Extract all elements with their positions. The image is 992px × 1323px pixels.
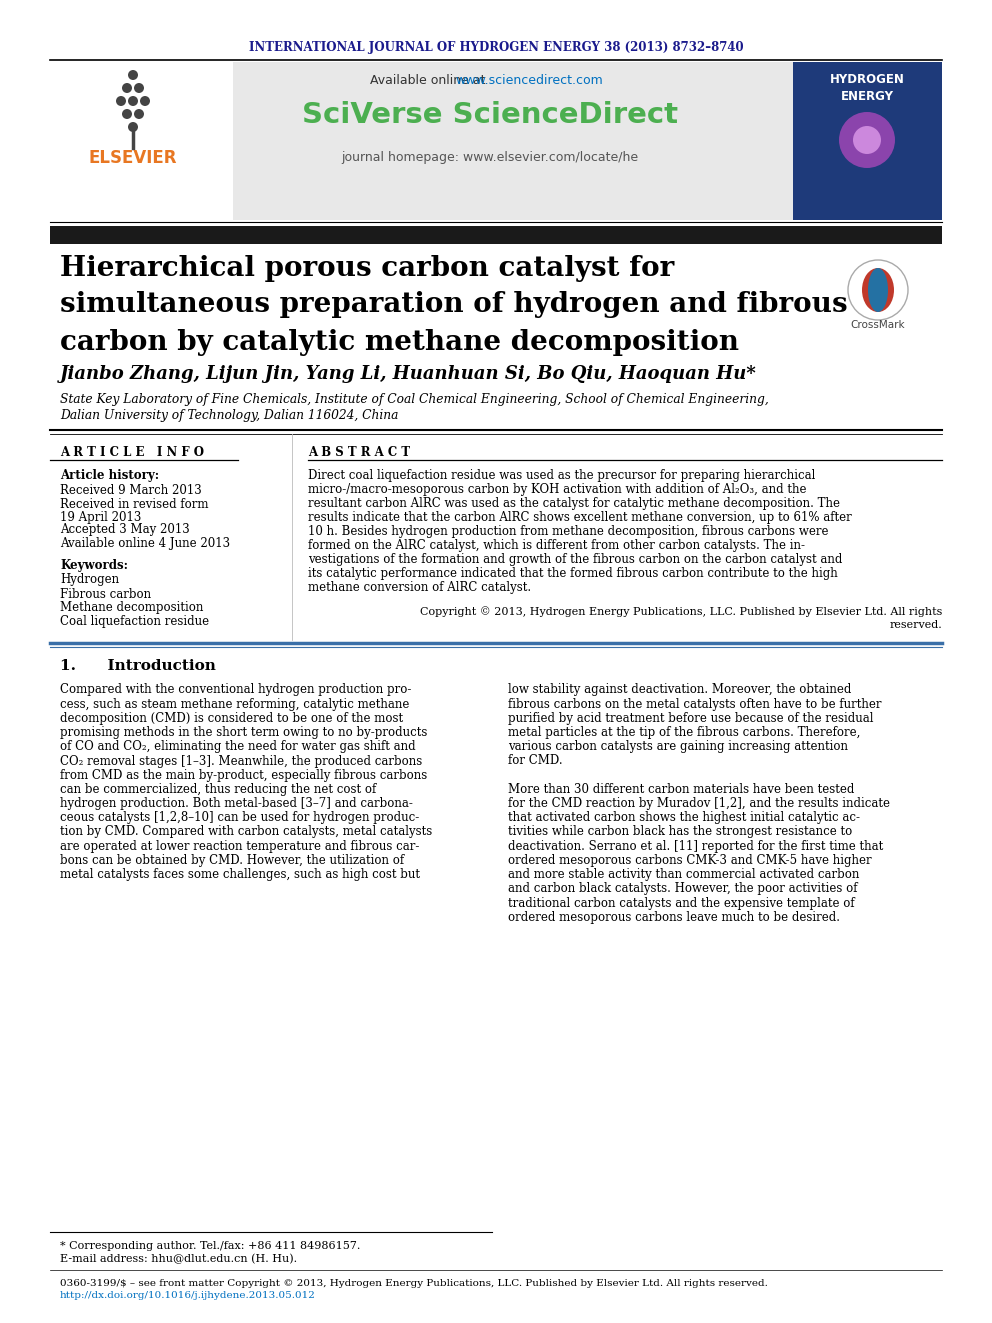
Text: Available online at: Available online at (370, 74, 489, 86)
Text: Received 9 March 2013: Received 9 March 2013 (60, 483, 201, 496)
Text: 0360-3199/$ – see front matter Copyright © 2013, Hydrogen Energy Publications, L: 0360-3199/$ – see front matter Copyright… (60, 1278, 768, 1287)
FancyBboxPatch shape (793, 62, 942, 220)
Text: ceous catalysts [1,2,8–10] can be used for hydrogen produc-: ceous catalysts [1,2,8–10] can be used f… (60, 811, 420, 824)
Text: HYDROGEN
ENERGY: HYDROGEN ENERGY (829, 73, 905, 103)
Text: ordered mesoporous carbons CMK-3 and CMK-5 have higher: ordered mesoporous carbons CMK-3 and CMK… (508, 853, 872, 867)
Text: purified by acid treatment before use because of the residual: purified by acid treatment before use be… (508, 712, 874, 725)
Text: Coal liquefaction residue: Coal liquefaction residue (60, 615, 209, 628)
Text: http://dx.doi.org/10.1016/j.ijhydene.2013.05.012: http://dx.doi.org/10.1016/j.ijhydene.201… (60, 1291, 315, 1301)
Text: A B S T R A C T: A B S T R A C T (308, 446, 410, 459)
Text: State Key Laboratory of Fine Chemicals, Institute of Coal Chemical Engineering, : State Key Laboratory of Fine Chemicals, … (60, 393, 769, 406)
Text: traditional carbon catalysts and the expensive template of: traditional carbon catalysts and the exp… (508, 897, 855, 909)
Text: formed on the AlRC catalyst, which is different from other carbon catalysts. The: formed on the AlRC catalyst, which is di… (308, 540, 805, 553)
Text: can be commercialized, thus reducing the net cost of: can be commercialized, thus reducing the… (60, 783, 376, 796)
Text: Methane decomposition: Methane decomposition (60, 602, 203, 614)
Text: www.sciencedirect.com: www.sciencedirect.com (455, 74, 603, 86)
Ellipse shape (862, 269, 894, 312)
Text: Compared with the conventional hydrogen production pro-: Compared with the conventional hydrogen … (60, 684, 412, 696)
Text: promising methods in the short term owing to no by-products: promising methods in the short term owin… (60, 726, 428, 740)
Text: Copyright © 2013, Hydrogen Energy Publications, LLC. Published by Elsevier Ltd. : Copyright © 2013, Hydrogen Energy Public… (420, 607, 942, 618)
Text: are operated at lower reaction temperature and fibrous car-: are operated at lower reaction temperatu… (60, 840, 420, 853)
Circle shape (848, 261, 908, 320)
Text: CrossMark: CrossMark (851, 320, 906, 329)
Text: for the CMD reaction by Muradov [1,2], and the results indicate: for the CMD reaction by Muradov [1,2], a… (508, 796, 890, 810)
Text: 1.      Introduction: 1. Introduction (60, 659, 216, 673)
Circle shape (853, 126, 881, 153)
Text: cess, such as steam methane reforming, catalytic methane: cess, such as steam methane reforming, c… (60, 697, 410, 710)
Circle shape (128, 122, 138, 132)
Text: More than 30 different carbon materials have been tested: More than 30 different carbon materials … (508, 783, 854, 796)
FancyBboxPatch shape (50, 62, 942, 220)
Text: and carbon black catalysts. However, the poor activities of: and carbon black catalysts. However, the… (508, 882, 857, 896)
Text: various carbon catalysts are gaining increasing attention: various carbon catalysts are gaining inc… (508, 741, 848, 753)
Text: for CMD.: for CMD. (508, 754, 562, 767)
Circle shape (134, 108, 144, 119)
FancyBboxPatch shape (50, 226, 942, 243)
Text: Keywords:: Keywords: (60, 560, 128, 573)
Text: 10 h. Besides hydrogen production from methane decomposition, fibrous carbons we: 10 h. Besides hydrogen production from m… (308, 525, 828, 538)
Circle shape (134, 83, 144, 93)
Text: low stability against deactivation. Moreover, the obtained: low stability against deactivation. More… (508, 684, 851, 696)
Text: micro-/macro-mesoporous carbon by KOH activation with addition of Al₂O₃, and the: micro-/macro-mesoporous carbon by KOH ac… (308, 483, 806, 496)
Ellipse shape (868, 269, 888, 312)
Text: methane conversion of AlRC catalyst.: methane conversion of AlRC catalyst. (308, 582, 531, 594)
Text: Article history:: Article history: (60, 470, 159, 483)
Text: ELSEVIER: ELSEVIER (88, 149, 178, 167)
Text: A R T I C L E   I N F O: A R T I C L E I N F O (60, 446, 204, 459)
Text: decomposition (CMD) is considered to be one of the most: decomposition (CMD) is considered to be … (60, 712, 403, 725)
Text: journal homepage: www.elsevier.com/locate/he: journal homepage: www.elsevier.com/locat… (341, 152, 639, 164)
Text: that activated carbon shows the highest initial catalytic ac-: that activated carbon shows the highest … (508, 811, 860, 824)
Circle shape (839, 112, 895, 168)
Circle shape (122, 108, 132, 119)
Text: E-mail address: hhu@dlut.edu.cn (H. Hu).: E-mail address: hhu@dlut.edu.cn (H. Hu). (60, 1254, 298, 1265)
Text: Available online 4 June 2013: Available online 4 June 2013 (60, 537, 230, 549)
Text: Jianbo Zhang, Lijun Jin, Yang Li, Huanhuan Si, Bo Qiu, Haoquan Hu*: Jianbo Zhang, Lijun Jin, Yang Li, Huanhu… (60, 365, 757, 382)
Text: Received in revised form: Received in revised form (60, 497, 208, 511)
Text: tivities while carbon black has the strongest resistance to: tivities while carbon black has the stro… (508, 826, 852, 839)
Text: metal catalysts faces some challenges, such as high cost but: metal catalysts faces some challenges, s… (60, 868, 420, 881)
Text: ordered mesoporous carbons leave much to be desired.: ordered mesoporous carbons leave much to… (508, 910, 840, 923)
Text: Hydrogen: Hydrogen (60, 573, 119, 586)
Text: simultaneous preparation of hydrogen and fibrous: simultaneous preparation of hydrogen and… (60, 291, 847, 319)
Text: Hierarchical porous carbon catalyst for: Hierarchical porous carbon catalyst for (60, 254, 675, 282)
Text: its catalytic performance indicated that the formed fibrous carbon contribute to: its catalytic performance indicated that… (308, 568, 838, 581)
Circle shape (140, 97, 150, 106)
Text: metal particles at the tip of the fibrous carbons. Therefore,: metal particles at the tip of the fibrou… (508, 726, 860, 740)
Text: resultant carbon AlRC was used as the catalyst for catalytic methane decompositi: resultant carbon AlRC was used as the ca… (308, 497, 840, 511)
Text: Direct coal liquefaction residue was used as the precursor for preparing hierarc: Direct coal liquefaction residue was use… (308, 470, 815, 483)
Text: Accepted 3 May 2013: Accepted 3 May 2013 (60, 524, 189, 537)
Text: * Corresponding author. Tel./fax: +86 411 84986157.: * Corresponding author. Tel./fax: +86 41… (60, 1241, 360, 1252)
Text: deactivation. Serrano et al. [11] reported for the first time that: deactivation. Serrano et al. [11] report… (508, 840, 883, 853)
Text: fibrous carbons on the metal catalysts often have to be further: fibrous carbons on the metal catalysts o… (508, 697, 882, 710)
Text: SciVerse ScienceDirect: SciVerse ScienceDirect (302, 101, 678, 130)
FancyBboxPatch shape (50, 62, 233, 220)
Text: Dalian University of Technology, Dalian 116024, China: Dalian University of Technology, Dalian … (60, 409, 399, 422)
Text: carbon by catalytic methane decomposition: carbon by catalytic methane decompositio… (60, 328, 739, 356)
Text: tion by CMD. Compared with carbon catalysts, metal catalysts: tion by CMD. Compared with carbon cataly… (60, 826, 433, 839)
Text: Fibrous carbon: Fibrous carbon (60, 587, 151, 601)
Text: 19 April 2013: 19 April 2013 (60, 511, 142, 524)
Text: hydrogen production. Both metal-based [3–7] and carbona-: hydrogen production. Both metal-based [3… (60, 796, 413, 810)
Circle shape (116, 97, 126, 106)
Circle shape (128, 97, 138, 106)
Text: results indicate that the carbon AlRC shows excellent methane conversion, up to : results indicate that the carbon AlRC sh… (308, 512, 852, 524)
Text: vestigations of the formation and growth of the fibrous carbon on the carbon cat: vestigations of the formation and growth… (308, 553, 842, 566)
Text: bons can be obtained by CMD. However, the utilization of: bons can be obtained by CMD. However, th… (60, 853, 404, 867)
Text: of CO and CO₂, eliminating the need for water gas shift and: of CO and CO₂, eliminating the need for … (60, 741, 416, 753)
Circle shape (122, 83, 132, 93)
Text: and more stable activity than commercial activated carbon: and more stable activity than commercial… (508, 868, 859, 881)
Text: INTERNATIONAL JOURNAL OF HYDROGEN ENERGY 38 (2013) 8732–8740: INTERNATIONAL JOURNAL OF HYDROGEN ENERGY… (249, 41, 743, 54)
Text: CO₂ removal stages [1–3]. Meanwhile, the produced carbons: CO₂ removal stages [1–3]. Meanwhile, the… (60, 754, 423, 767)
Text: from CMD as the main by-product, especially fibrous carbons: from CMD as the main by-product, especia… (60, 769, 428, 782)
Text: reserved.: reserved. (889, 620, 942, 630)
Circle shape (128, 70, 138, 79)
